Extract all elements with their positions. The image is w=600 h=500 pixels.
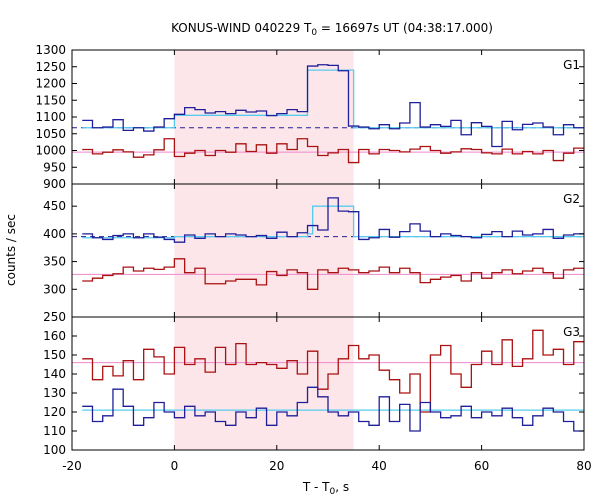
x-tick-label: 80 bbox=[576, 459, 591, 473]
g1-blue-series bbox=[82, 64, 584, 148]
g1-ytick-label: 1200 bbox=[35, 77, 66, 91]
g1-panel-label: G1 bbox=[563, 58, 580, 72]
g3-ytick-label: 160 bbox=[43, 329, 66, 343]
x-tick-label: 20 bbox=[269, 459, 284, 473]
g1-ytick-label: 1000 bbox=[35, 144, 66, 158]
g2-ytick-label: 450 bbox=[43, 199, 66, 213]
x-tick-label: 0 bbox=[171, 459, 179, 473]
plot-layer: 9009501000105011001150120012501300G12503… bbox=[35, 43, 591, 473]
g3-panel-label: G3 bbox=[563, 325, 580, 339]
g3-ytick-label: 150 bbox=[43, 348, 66, 362]
g1-red-series bbox=[82, 138, 584, 164]
y-axis-label: counts / sec bbox=[4, 214, 18, 286]
g3-panel-frame bbox=[71, 316, 585, 451]
g1-ytick-label: 950 bbox=[43, 160, 66, 174]
g1-ytick-label: 1050 bbox=[35, 127, 66, 141]
g2-blue-series bbox=[82, 197, 584, 243]
g2-ytick-label: 300 bbox=[43, 282, 66, 296]
x-tick-label: -20 bbox=[62, 459, 82, 473]
g3-ytick-label: 120 bbox=[43, 405, 66, 419]
g3-ytick-label: 130 bbox=[43, 386, 66, 400]
g2-ytick-label: 350 bbox=[43, 255, 66, 269]
shaded-interval bbox=[174, 50, 354, 450]
g3-ytick-label: 100 bbox=[43, 443, 66, 457]
g3-ytick-label: 110 bbox=[43, 424, 66, 438]
g1-ytick-label: 1300 bbox=[35, 43, 66, 57]
x-axis-label: T - T0, s bbox=[302, 480, 349, 497]
g1-ytick-label: 1100 bbox=[35, 110, 66, 124]
g1-ytick-label: 1150 bbox=[35, 93, 66, 107]
g1-ytick-label: 1250 bbox=[35, 60, 66, 74]
g1-ytick-label: 900 bbox=[43, 177, 66, 191]
g3-blue-series bbox=[82, 386, 584, 432]
x-tick-label: 40 bbox=[372, 459, 387, 473]
chart-title: KONUS-WIND 040229 T0 = 16697s UT (04:38:… bbox=[171, 21, 493, 38]
g2-blue-model-line bbox=[82, 205, 584, 239]
g3-ytick-label: 140 bbox=[43, 367, 66, 381]
g2-ytick-label: 400 bbox=[43, 227, 66, 241]
g2-ytick-label: 250 bbox=[43, 310, 66, 324]
x-tick-label: 60 bbox=[474, 459, 489, 473]
g2-panel-label: G2 bbox=[563, 192, 580, 206]
g2-red-series bbox=[82, 258, 584, 290]
g3-red-series bbox=[82, 329, 584, 413]
